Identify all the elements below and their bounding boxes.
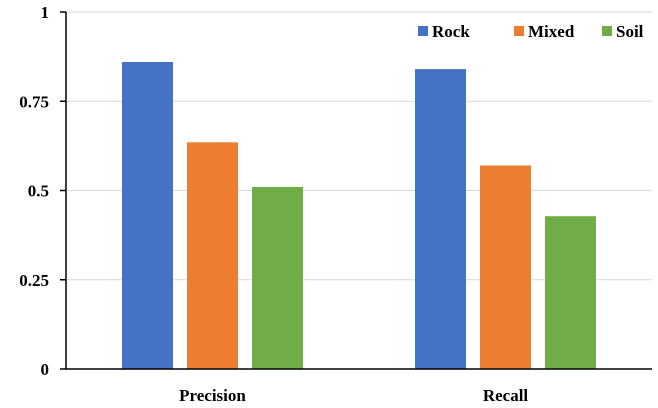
x-tick-label: Recall	[483, 386, 529, 405]
bar-soil-recall	[545, 216, 596, 369]
y-tick-label: 0.5	[28, 182, 49, 201]
bar-rock-recall	[415, 69, 466, 370]
y-tick-label: 0	[41, 360, 50, 379]
x-axis-ticks: Precision Recall	[179, 386, 528, 405]
legend-swatch-soil	[602, 26, 612, 36]
bar-rock-precision	[122, 61, 173, 369]
bar-mixed-recall	[480, 165, 531, 369]
x-tick-label: Precision	[179, 386, 246, 405]
legend-label-soil: Soil	[616, 22, 644, 41]
legend: Rock Mixed Soil	[418, 22, 644, 41]
bar-soil-precision	[252, 186, 303, 369]
legend-swatch-rock	[418, 26, 428, 36]
y-tick-label: 1	[41, 3, 50, 22]
bar-mixed-precision	[187, 142, 238, 369]
legend-label-mixed: Mixed	[528, 22, 575, 41]
legend-label-rock: Rock	[432, 22, 470, 41]
bars	[122, 61, 596, 370]
y-axis-ticks: 0 0.25 0.5 0.75 1	[19, 3, 66, 379]
y-tick-label: 0.25	[19, 271, 49, 290]
legend-swatch-mixed	[514, 26, 524, 36]
y-tick-label: 0.75	[19, 92, 49, 111]
